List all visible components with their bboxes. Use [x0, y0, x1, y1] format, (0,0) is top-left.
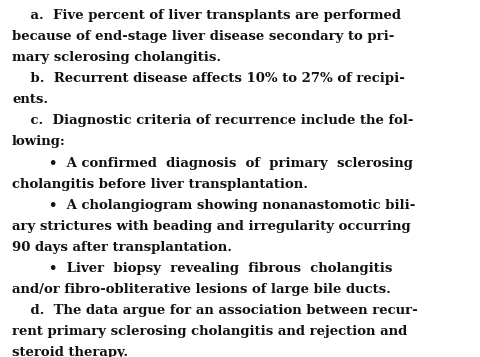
Text: 90 days after transplantation.: 90 days after transplantation.	[12, 241, 231, 254]
Text: steroid therapy.: steroid therapy.	[12, 346, 128, 357]
Text: rent primary sclerosing cholangitis and rejection and: rent primary sclerosing cholangitis and …	[12, 325, 407, 338]
Text: because of end-stage liver disease secondary to pri-: because of end-stage liver disease secon…	[12, 30, 394, 43]
Text: and/or fibro-obliterative lesions of large bile ducts.: and/or fibro-obliterative lesions of lar…	[12, 283, 390, 296]
Text: d.  The data argue for an association between recur-: d. The data argue for an association bet…	[12, 304, 417, 317]
Text: •  A cholangiogram showing nonanastomotic bili-: • A cholangiogram showing nonanastomotic…	[12, 199, 415, 212]
Text: •  A confirmed  diagnosis  of  primary  sclerosing: • A confirmed diagnosis of primary scler…	[12, 156, 412, 170]
Text: ary strictures with beading and irregularity occurring: ary strictures with beading and irregula…	[12, 220, 410, 233]
Text: cholangitis before liver transplantation.: cholangitis before liver transplantation…	[12, 178, 307, 191]
Text: ents.: ents.	[12, 93, 48, 106]
Text: a.  Five percent of liver transplants are performed: a. Five percent of liver transplants are…	[12, 9, 400, 22]
Text: c.  Diagnostic criteria of recurrence include the fol-: c. Diagnostic criteria of recurrence inc…	[12, 114, 413, 127]
Text: b.  Recurrent disease affects 10% to 27% of recipi-: b. Recurrent disease affects 10% to 27% …	[12, 72, 404, 85]
Text: mary sclerosing cholangitis.: mary sclerosing cholangitis.	[12, 51, 221, 64]
Text: lowing:: lowing:	[12, 135, 66, 149]
Text: •  Liver  biopsy  revealing  fibrous  cholangitis: • Liver biopsy revealing fibrous cholang…	[12, 262, 392, 275]
